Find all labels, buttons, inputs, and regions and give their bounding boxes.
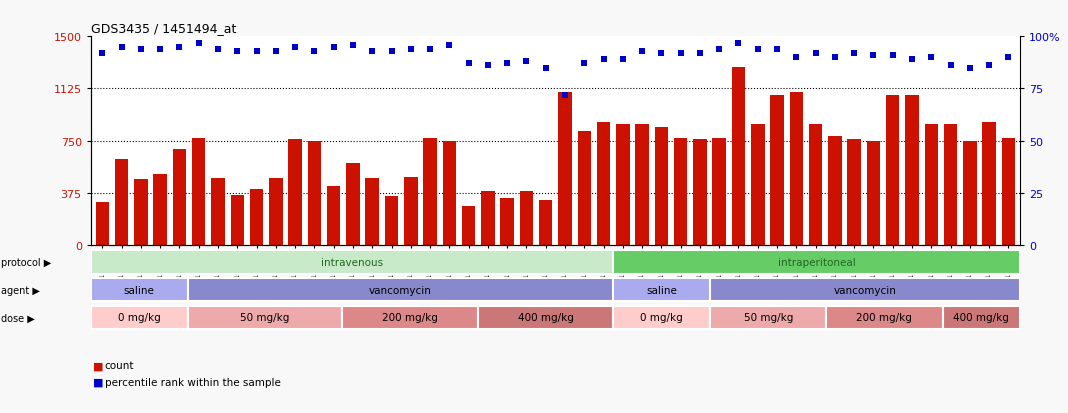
Text: count: count bbox=[105, 361, 135, 370]
Bar bbox=[173, 150, 186, 245]
Text: 200 mg/kg: 200 mg/kg bbox=[857, 313, 912, 323]
Bar bbox=[188, 306, 343, 330]
Bar bbox=[91, 306, 188, 330]
Bar bbox=[520, 191, 533, 245]
Bar bbox=[211, 179, 224, 245]
Bar bbox=[482, 191, 494, 245]
Bar bbox=[250, 190, 264, 245]
Bar bbox=[616, 125, 629, 245]
Text: dose ▶: dose ▶ bbox=[1, 313, 35, 323]
Text: 400 mg/kg: 400 mg/kg bbox=[518, 313, 574, 323]
Bar bbox=[613, 250, 1020, 274]
Bar bbox=[477, 306, 613, 330]
Text: 0 mg/kg: 0 mg/kg bbox=[641, 313, 684, 323]
Text: ■: ■ bbox=[93, 377, 104, 387]
Bar bbox=[578, 131, 591, 245]
Text: protocol ▶: protocol ▶ bbox=[1, 257, 51, 267]
Text: saline: saline bbox=[124, 285, 155, 295]
Bar bbox=[942, 306, 1020, 330]
Bar bbox=[710, 278, 1020, 301]
Bar bbox=[327, 187, 341, 245]
Bar bbox=[154, 174, 167, 245]
Text: 400 mg/kg: 400 mg/kg bbox=[954, 313, 1009, 323]
Text: 50 mg/kg: 50 mg/kg bbox=[240, 313, 289, 323]
Text: ■: ■ bbox=[93, 361, 104, 370]
Bar bbox=[442, 141, 456, 245]
Bar bbox=[559, 93, 571, 245]
Bar bbox=[674, 138, 688, 245]
Bar bbox=[613, 306, 710, 330]
Bar bbox=[91, 278, 188, 301]
Text: GDS3435 / 1451494_at: GDS3435 / 1451494_at bbox=[91, 21, 236, 35]
Bar bbox=[346, 164, 360, 245]
Text: vancomycin: vancomycin bbox=[834, 285, 896, 295]
Bar bbox=[867, 141, 880, 245]
Bar bbox=[710, 306, 827, 330]
Bar bbox=[308, 141, 321, 245]
Bar bbox=[96, 202, 109, 245]
Bar bbox=[827, 306, 942, 330]
Bar bbox=[808, 125, 822, 245]
Bar bbox=[384, 197, 398, 245]
Text: 50 mg/kg: 50 mg/kg bbox=[743, 313, 792, 323]
Bar bbox=[732, 68, 745, 245]
Text: agent ▶: agent ▶ bbox=[1, 285, 40, 295]
Text: saline: saline bbox=[646, 285, 677, 295]
Text: intravenous: intravenous bbox=[321, 257, 383, 267]
Bar bbox=[635, 125, 649, 245]
Text: vancomycin: vancomycin bbox=[370, 285, 431, 295]
Bar bbox=[269, 179, 283, 245]
Bar bbox=[751, 125, 765, 245]
Bar bbox=[963, 141, 976, 245]
Bar bbox=[886, 95, 899, 245]
Bar bbox=[188, 278, 613, 301]
Bar bbox=[115, 159, 128, 245]
Bar bbox=[1002, 138, 1015, 245]
Bar bbox=[135, 180, 147, 245]
Bar bbox=[770, 95, 784, 245]
Bar bbox=[423, 138, 437, 245]
Bar bbox=[597, 123, 610, 245]
Bar bbox=[828, 137, 842, 245]
Bar bbox=[789, 93, 803, 245]
Bar bbox=[192, 138, 205, 245]
Bar bbox=[231, 195, 244, 245]
Text: 200 mg/kg: 200 mg/kg bbox=[382, 313, 438, 323]
Bar bbox=[343, 306, 477, 330]
Bar bbox=[365, 179, 379, 245]
Bar bbox=[847, 140, 861, 245]
Bar bbox=[404, 177, 418, 245]
Bar bbox=[655, 127, 669, 245]
Bar bbox=[925, 125, 938, 245]
Text: percentile rank within the sample: percentile rank within the sample bbox=[105, 377, 281, 387]
Bar bbox=[91, 250, 613, 274]
Bar bbox=[288, 140, 302, 245]
Bar bbox=[944, 125, 957, 245]
Bar bbox=[461, 206, 475, 245]
Bar bbox=[983, 123, 995, 245]
Text: intraperitoneal: intraperitoneal bbox=[778, 257, 855, 267]
Bar bbox=[613, 278, 710, 301]
Text: 0 mg/kg: 0 mg/kg bbox=[117, 313, 160, 323]
Bar bbox=[539, 201, 552, 245]
Bar bbox=[501, 198, 514, 245]
Bar bbox=[693, 140, 707, 245]
Bar bbox=[906, 95, 918, 245]
Bar bbox=[712, 138, 726, 245]
